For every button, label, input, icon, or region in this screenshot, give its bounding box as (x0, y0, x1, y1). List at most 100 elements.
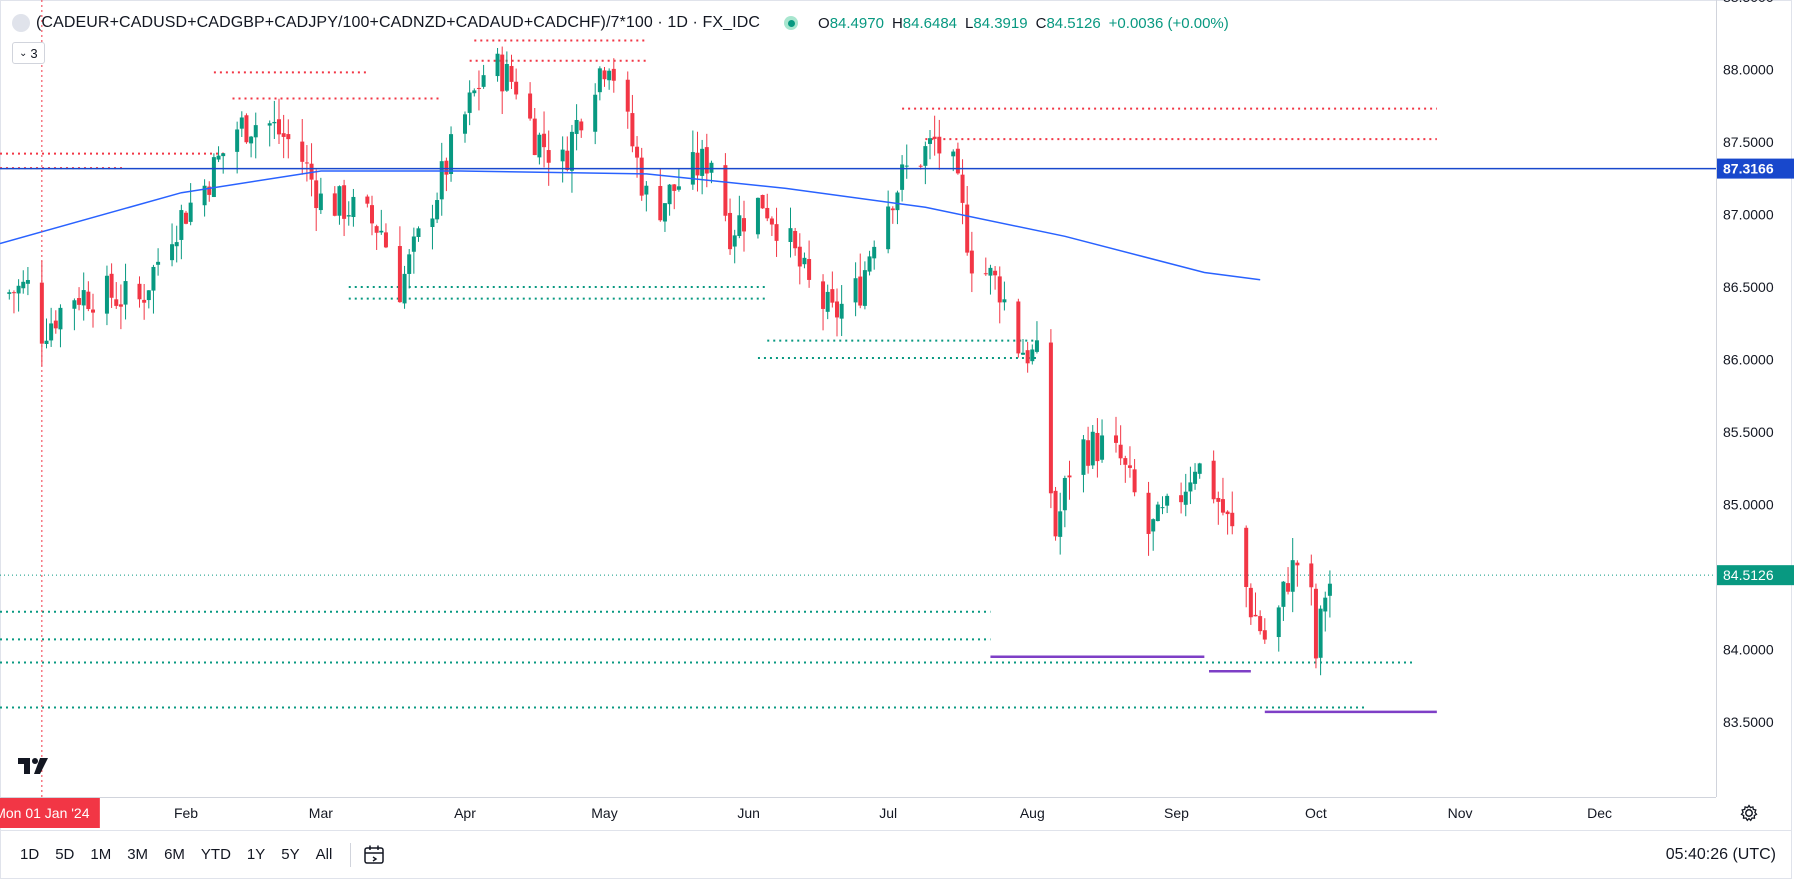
candle-body--7 (7, 292, 12, 294)
last-price-label: 84.5126 (1723, 567, 1774, 583)
candle-body-171 (835, 301, 839, 318)
ohlc-low: L84.3919 (965, 14, 1028, 32)
candle-body-32 (188, 202, 193, 222)
candle-body-143 (704, 147, 709, 174)
candle-body-155 (760, 194, 765, 209)
candle-body-78 (402, 273, 407, 304)
candle-body-101 (509, 65, 514, 82)
time-tick-label-6: Jul (879, 805, 897, 821)
candle-body-262 (1258, 616, 1263, 632)
candle-body-170 (830, 289, 835, 303)
candle-body-235 (1132, 469, 1137, 493)
candle-body-168 (821, 281, 826, 309)
candle-body-172 (839, 303, 844, 319)
candle-body-204 (988, 267, 993, 276)
candle-body-190 (923, 146, 928, 166)
candle-body-164 (802, 257, 807, 265)
price-tick-label-6: 85.5000 (1723, 424, 1774, 440)
candle-body-35 (202, 185, 207, 206)
price-tick-label-1: 88.0000 (1723, 62, 1774, 78)
chart-plot-area[interactable] (0, 0, 1716, 797)
candle-body-231 (1114, 435, 1118, 443)
candle-body-119 (593, 94, 598, 132)
candle-body-242 (1165, 495, 1170, 506)
candle-body-178 (867, 256, 872, 272)
time-scale[interactable]: Mon 01 Jan '24 Feb Mar Apr May Jun Jul Aug Sep Oc… (0, 797, 1716, 829)
candle-body-228 (1100, 435, 1105, 460)
candle-body-225 (1086, 440, 1091, 466)
candle-body-277 (1327, 583, 1332, 596)
candle-body-44 (244, 115, 249, 143)
range-5y-button[interactable]: 5Y (281, 846, 300, 863)
chevron-down-icon: ⌄ (19, 47, 28, 59)
symbol-title[interactable]: (CADEUR+CADUSD+CADGBP+CADJPY/100+CADNZD+… (36, 14, 761, 31)
candle-body-234 (1127, 465, 1132, 468)
candle-body-205 (993, 270, 998, 276)
range-1y-button[interactable]: 1Y (246, 846, 266, 863)
candlestick-chart[interactable] (0, 0, 1716, 797)
range-1m-button[interactable]: 1M (90, 846, 112, 863)
candle-body-67 (351, 196, 356, 218)
calendar-go-to-date-icon[interactable] (361, 843, 387, 867)
range-1d-button[interactable]: 1D (20, 846, 40, 863)
candle-body-247 (1188, 482, 1193, 492)
candle-body-248 (1193, 471, 1198, 484)
candle-body-165 (807, 259, 812, 280)
price-scale[interactable]: 88.5000 88.0000 87.5000 87.0000 86.5000 86.00… (1716, 0, 1794, 797)
candle-body-29 (174, 242, 179, 247)
range-ytd-button[interactable]: YTD (200, 846, 231, 863)
candle-body-18 (123, 281, 128, 305)
candle-body-50 (272, 121, 277, 124)
candle-body-135 (667, 184, 672, 205)
candle-body-15 (109, 273, 114, 298)
candle-body-200 (969, 250, 974, 274)
candle-body-113 (565, 150, 570, 170)
candle-body-137 (676, 186, 681, 190)
candle-body-227 (1095, 432, 1100, 462)
tradingview-logo-icon[interactable] (16, 754, 56, 778)
range-5d-button[interactable]: 5D (55, 846, 75, 863)
price-tick-label-7: 85.0000 (1723, 497, 1774, 513)
range-all-button[interactable]: All (315, 846, 333, 863)
candle-body-169 (825, 291, 830, 312)
candle-body-267 (1281, 581, 1286, 607)
candle-body-150 (737, 215, 742, 236)
candle-body--6 (11, 292, 16, 294)
time-tick-label-0: Mon 01 Jan '24 (0, 805, 90, 821)
candle-body-142 (700, 148, 705, 176)
candle-body-123 (611, 68, 616, 81)
candle-body-49 (267, 123, 272, 126)
market-status-icon[interactable] (784, 16, 799, 30)
candle-body-241 (1160, 507, 1165, 509)
ohlc-open: O84.4970 (818, 14, 884, 32)
candle-body-95 (481, 75, 486, 87)
horizontal-line-price-tag (1717, 158, 1794, 179)
utc-clock[interactable]: 05:40:26 (UTC) (1665, 846, 1776, 863)
candle-body-14 (104, 275, 109, 314)
candle-body-128 (635, 146, 640, 158)
indicators-collapse-button[interactable]: ⌄ 3 (12, 42, 45, 64)
candle-body-43 (239, 117, 244, 129)
candle-body-179 (872, 246, 877, 259)
candle-body-199 (965, 204, 970, 253)
candle-body-42 (235, 129, 240, 152)
candle-body-157 (769, 218, 774, 225)
candle-body-212 (1025, 350, 1030, 364)
candle-body-120 (597, 68, 602, 93)
candle-body-116 (579, 121, 584, 131)
symbol-logo-icon (12, 14, 30, 32)
candle-body-85 (435, 200, 440, 220)
candle-body--5 (16, 285, 21, 294)
candle-body-240 (1155, 504, 1160, 522)
candle-body-213 (1030, 349, 1035, 362)
range-3m-button[interactable]: 3M (127, 846, 149, 863)
candle-body-102 (514, 81, 519, 95)
chart-settings-gear-icon[interactable] (1736, 800, 1762, 826)
candle-body-203 (983, 273, 988, 275)
candle-body-87 (444, 160, 449, 175)
candle-body-28 (170, 244, 175, 261)
candle-body-133 (658, 185, 663, 221)
candle-body-217 (1048, 342, 1053, 494)
candle-body-2 (49, 323, 54, 341)
range-6m-button[interactable]: 6M (164, 846, 185, 863)
